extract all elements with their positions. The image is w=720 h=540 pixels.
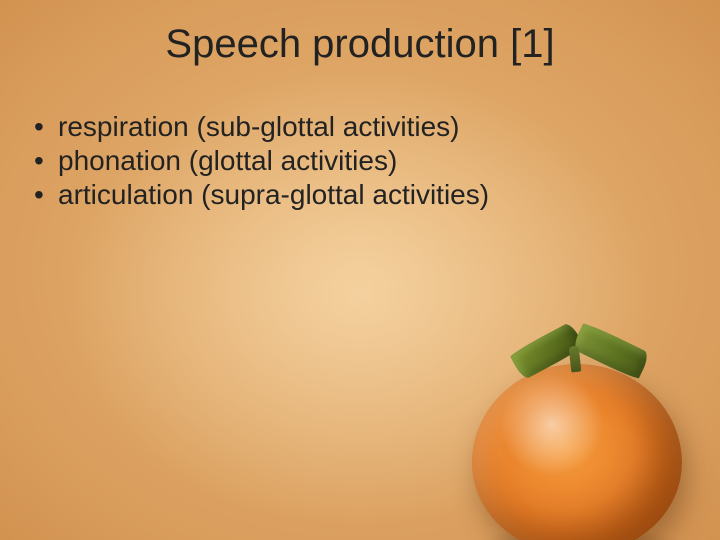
bullet-item: respiration (sub-glottal activities) [30,110,489,144]
tangerine-decoration [452,294,702,540]
bullet-list: respiration (sub-glottal activities) pho… [30,110,489,212]
bullet-item: phonation (glottal activities) [30,144,489,178]
slide-title: Speech production [1] [0,22,720,67]
fruit-body [472,364,682,540]
bullet-item: articulation (supra-glottal activities) [30,178,489,212]
slide: Speech production [1] respiration (sub-g… [0,0,720,540]
